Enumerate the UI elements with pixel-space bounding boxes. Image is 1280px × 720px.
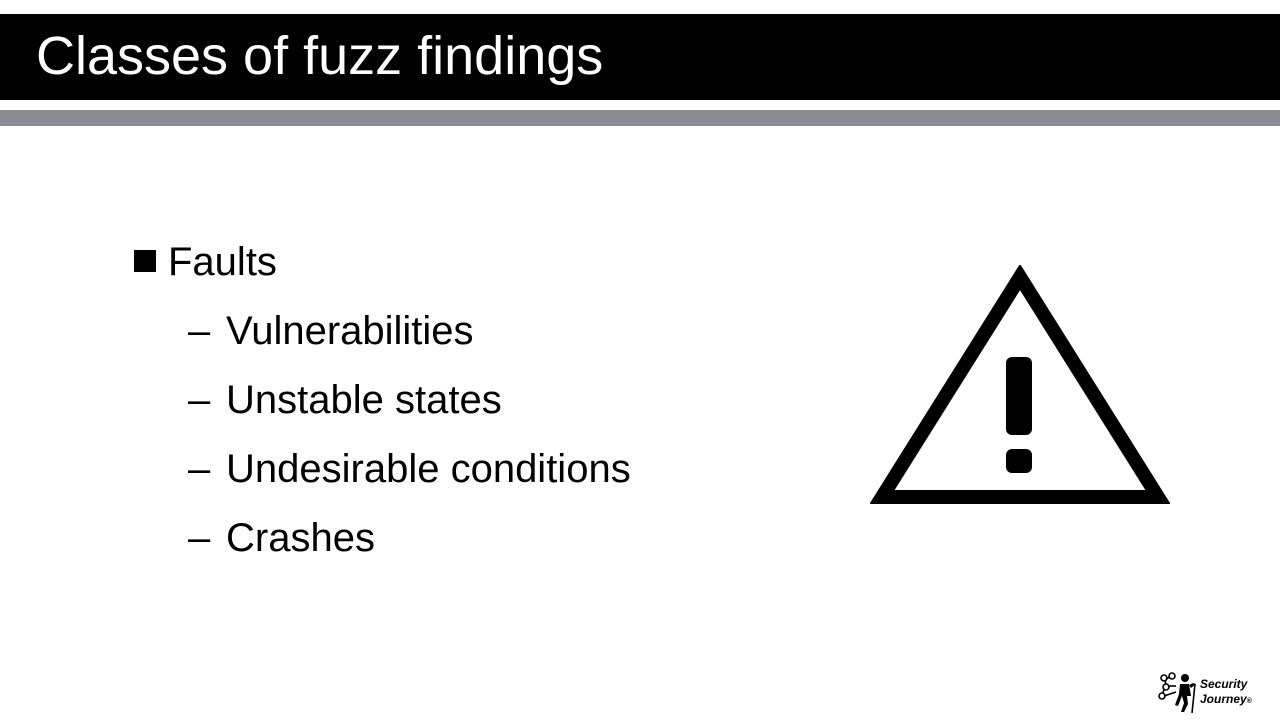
sub-bullet-label: Crashes (226, 516, 375, 560)
sub-bullet-item: – Crashes (130, 504, 631, 573)
sub-bullet-item: – Undesirable conditions (130, 435, 631, 504)
security-journey-logo: Security Journey® (1158, 672, 1270, 716)
sub-bullet-item: – Unstable states (130, 366, 631, 435)
logo-line-2: Journey® (1200, 692, 1252, 709)
bullet-label: Faults (168, 240, 277, 284)
logo-wordmark: Security Journey® (1200, 677, 1252, 709)
dash-marker: – (188, 378, 211, 422)
warning-triangle-icon (870, 265, 1170, 504)
sub-bullet-label: Unstable states (226, 378, 502, 422)
slide-title: Classes of fuzz findings (36, 26, 604, 86)
dash-marker: – (188, 516, 211, 560)
sub-bullet-item: – Vulnerabilities (130, 297, 631, 366)
bullet-item-faults: Faults (130, 228, 631, 297)
title-divider (0, 110, 1280, 126)
square-bullet-icon (134, 250, 156, 272)
logo-line-1: Security (1200, 677, 1248, 691)
sub-bullet-label: Undesirable conditions (226, 447, 631, 491)
bullet-list: Faults – Vulnerabilities – Unstable stat… (130, 228, 631, 573)
hiker-network-icon (1158, 672, 1196, 714)
dash-marker: – (188, 447, 211, 491)
registered-mark: ® (1246, 698, 1252, 705)
title-bar: Classes of fuzz findings (0, 14, 1280, 100)
sub-bullet-label: Vulnerabilities (226, 309, 474, 353)
logo-line-2-text: Journey (1200, 692, 1247, 706)
dash-marker: – (188, 309, 211, 353)
